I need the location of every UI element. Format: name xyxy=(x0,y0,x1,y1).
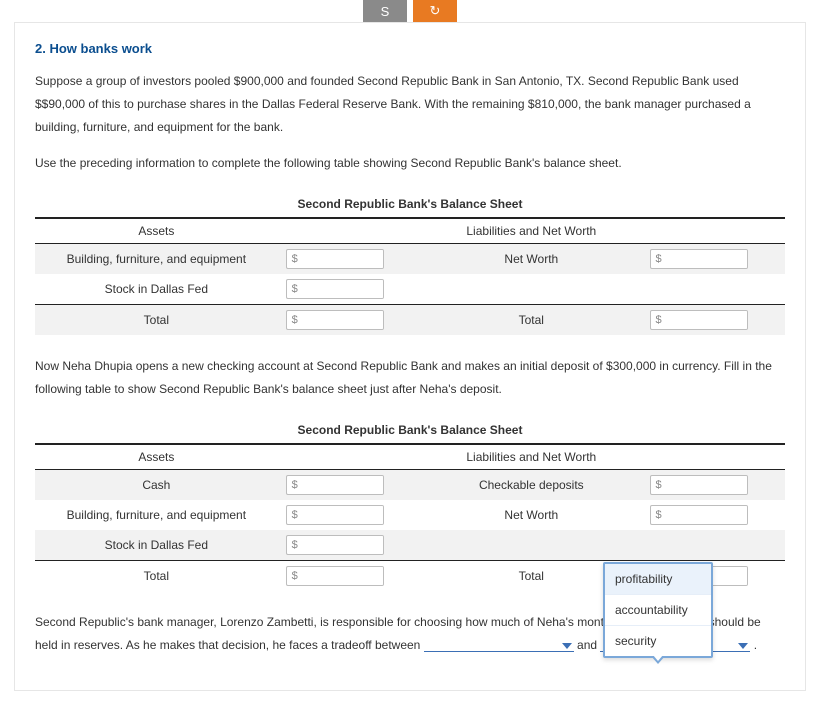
amount-field[interactable] xyxy=(303,567,383,585)
sheet1-title: Second Republic Bank's Balance Sheet xyxy=(35,193,785,217)
table-header-row: Assets Liabilities and Net Worth xyxy=(35,218,785,244)
asset-label: Stock in Dallas Fed xyxy=(35,530,278,561)
balance-sheet-1: Second Republic Bank's Balance Sheet Ass… xyxy=(35,193,785,335)
table-header-row: Assets Liabilities and Net Worth xyxy=(35,444,785,470)
amount-field[interactable] xyxy=(303,506,383,524)
dropdown-pointer-icon xyxy=(651,656,665,664)
sheet1-table: AssetsLiabilities and Net WorthBuilding,… xyxy=(35,217,785,335)
currency-symbol: $ xyxy=(287,479,303,491)
liability-label: Net Worth xyxy=(421,500,642,530)
currency-symbol: $ xyxy=(287,509,303,521)
currency-input[interactable]: $ xyxy=(286,310,384,330)
closing-text-and: and xyxy=(574,638,601,652)
amount-field[interactable] xyxy=(667,250,747,268)
table-row: Stock in Dallas Fed $ xyxy=(35,274,785,305)
table-row: Total $ Total $ xyxy=(35,305,785,336)
amount-field[interactable] xyxy=(303,476,383,494)
currency-symbol: $ xyxy=(287,539,303,551)
intro-paragraph-1: Suppose a group of investors pooled $900… xyxy=(35,70,785,138)
currency-input[interactable]: $ xyxy=(650,249,748,269)
currency-symbol: $ xyxy=(651,509,667,521)
asset-label: Building, furniture, and equipment xyxy=(35,500,278,530)
sheet2-title: Second Republic Bank's Balance Sheet xyxy=(35,419,785,443)
amount-field[interactable] xyxy=(667,476,747,494)
currency-input[interactable]: $ xyxy=(286,505,384,525)
assets-header: Assets xyxy=(35,218,278,244)
table-row: Building, furniture, and equipment $ Net W… xyxy=(35,500,785,530)
amount-field[interactable] xyxy=(667,311,747,329)
dropdown-option[interactable]: profitability xyxy=(605,564,711,595)
currency-input[interactable]: $ xyxy=(650,505,748,525)
currency-input[interactable]: $ xyxy=(650,310,748,330)
mid-paragraph: Now Neha Dhupia opens a new checking acc… xyxy=(35,355,785,401)
currency-symbol: $ xyxy=(287,283,303,295)
dropdown-option[interactable]: accountability xyxy=(605,595,711,626)
amount-field[interactable] xyxy=(303,250,383,268)
tab-left[interactable]: S xyxy=(363,0,407,22)
tab-strip: S ↻ xyxy=(0,0,820,22)
currency-input[interactable]: $ xyxy=(286,566,384,586)
tab-right[interactable]: ↻ xyxy=(413,0,457,22)
liability-label: Checkable deposits xyxy=(421,469,642,500)
closing-text-end: . xyxy=(750,638,757,652)
asset-label: Cash xyxy=(35,469,278,500)
closing-text-a: Second Republic's bank manager, Lorenzo … xyxy=(35,615,601,629)
currency-input[interactable]: $ xyxy=(286,279,384,299)
liability-label: Net Worth xyxy=(421,244,642,275)
liability-label xyxy=(421,530,642,561)
currency-symbol: $ xyxy=(287,570,303,582)
dropdown-blank-1[interactable] xyxy=(424,636,574,652)
liability-label: Total xyxy=(421,305,642,336)
liabilities-header: Liabilities and Net Worth xyxy=(421,218,642,244)
asset-label: Building, furniture, and equipment xyxy=(35,244,278,275)
dropdown-option[interactable]: security xyxy=(605,626,711,656)
amount-field[interactable] xyxy=(303,536,383,554)
currency-symbol: $ xyxy=(287,314,303,326)
question-title: 2. How banks work xyxy=(35,41,785,56)
caret-down-icon xyxy=(562,643,572,649)
amount-field[interactable] xyxy=(303,280,383,298)
asset-label: Total xyxy=(35,560,278,591)
currency-input[interactable]: $ xyxy=(650,475,748,495)
table-row: Building, furniture, and equipment $ Net W… xyxy=(35,244,785,275)
currency-symbol: $ xyxy=(287,253,303,265)
table-row: Cash $ Checkable deposits $ xyxy=(35,469,785,500)
amount-field[interactable] xyxy=(303,311,383,329)
liability-label xyxy=(421,274,642,305)
currency-input[interactable]: $ xyxy=(286,535,384,555)
liabilities-header: Liabilities and Net Worth xyxy=(421,444,642,470)
question-card: 2. How banks work Suppose a group of inv… xyxy=(14,22,806,691)
asset-label: Total xyxy=(35,305,278,336)
currency-symbol: $ xyxy=(651,479,667,491)
caret-down-icon xyxy=(738,643,748,649)
assets-header: Assets xyxy=(35,444,278,470)
currency-symbol: $ xyxy=(651,314,667,326)
currency-symbol: $ xyxy=(651,253,667,265)
amount-field[interactable] xyxy=(667,506,747,524)
dropdown-menu[interactable]: profitabilityaccountabilitysecurity xyxy=(603,562,713,658)
currency-input[interactable]: $ xyxy=(286,249,384,269)
currency-input[interactable]: $ xyxy=(286,475,384,495)
asset-label: Stock in Dallas Fed xyxy=(35,274,278,305)
intro-paragraph-2: Use the preceding information to complet… xyxy=(35,152,785,175)
table-row: Stock in Dallas Fed $ xyxy=(35,530,785,561)
